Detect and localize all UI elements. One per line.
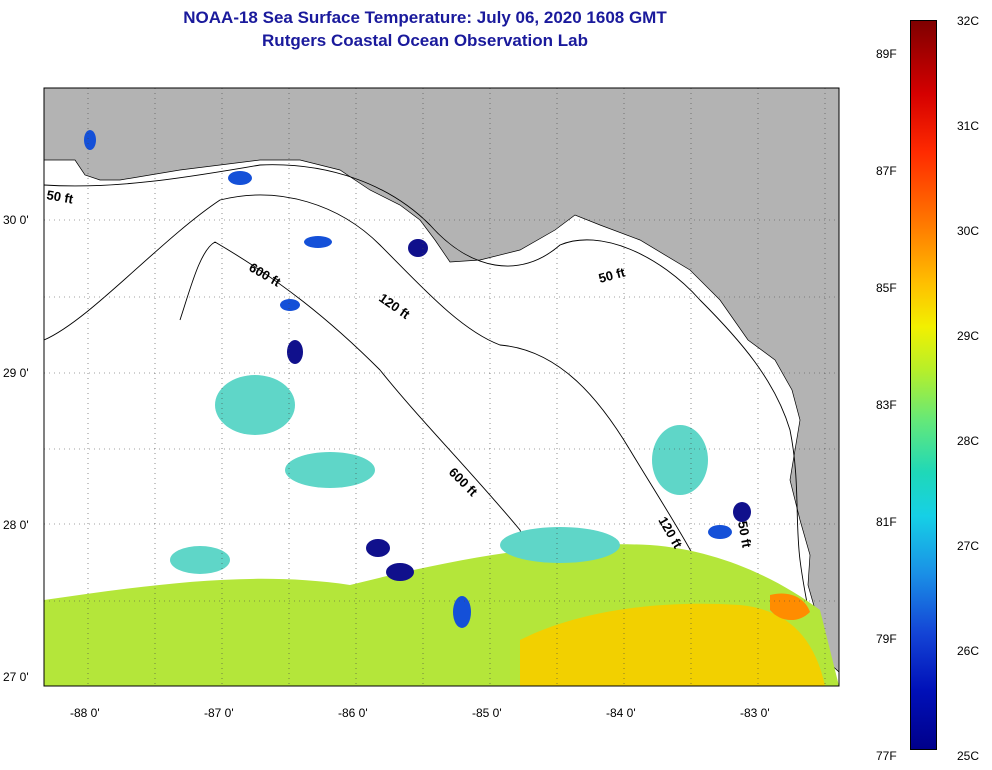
sst-cold-patch: [733, 502, 751, 522]
lat-label-29: 29 0': [3, 366, 29, 380]
sst-cold-patch: [280, 299, 300, 311]
sst-cold-patch: [366, 539, 390, 557]
contour-50ft: [44, 164, 824, 686]
contour-label-50ft-east: 50 ft: [597, 264, 627, 286]
colorbar-c-25: 25C: [957, 749, 980, 763]
colorbar-f-81: 81F: [876, 515, 897, 529]
sst-cold-patch: [386, 563, 414, 581]
sst-cold-patch: [304, 236, 332, 248]
sst-cool-patch: [285, 452, 375, 488]
sst-cool-patch: [652, 425, 708, 495]
lon-label-83: -83 0': [740, 706, 770, 720]
sst-cool-patch: [215, 375, 295, 435]
lon-label-86: -86 0': [338, 706, 368, 720]
sst-cold-patch: [228, 171, 252, 185]
colorbar-f-79: 79F: [876, 632, 897, 646]
colorbar-f-89: 89F: [876, 47, 897, 61]
sst-hot-band: [520, 603, 825, 686]
colorbar-c-29: 29C: [957, 329, 980, 343]
sst-cool-patch: [170, 546, 230, 574]
contour-label-50ft-south: 50 ft: [735, 520, 755, 550]
lon-label-84: -84 0': [606, 706, 636, 720]
map-subtitle: Rutgers Coastal Ocean Observation Lab: [262, 31, 588, 50]
colorbar-c-28: 28C: [957, 434, 980, 448]
colorbar-f-87: 87F: [876, 164, 897, 178]
lon-label-85: -85 0': [472, 706, 502, 720]
colorbar-c-31: 31C: [957, 119, 980, 133]
sst-cold-patch: [708, 525, 732, 539]
lat-label-27: 27 0': [3, 670, 29, 684]
colorbar-c-26: 26C: [957, 644, 980, 658]
map-title: NOAA-18 Sea Surface Temperature: July 06…: [183, 8, 667, 27]
lon-label-87: -87 0': [204, 706, 234, 720]
lat-label-28: 28 0': [3, 518, 29, 532]
colorbar-c-32: 32C: [957, 14, 980, 28]
colorbar-f-77: 77F: [876, 749, 897, 763]
map-frame: [43, 87, 840, 687]
sst-cold-patch: [84, 130, 96, 150]
colorbar-f-83: 83F: [876, 398, 897, 412]
lat-label-30: 30 0': [3, 213, 29, 227]
contour-label-50ft-west: 50 ft: [45, 187, 75, 207]
lon-label-88: -88 0': [70, 706, 100, 720]
colorbar-c-27: 27C: [957, 539, 980, 553]
sst-warmest-patch: [770, 593, 810, 621]
sst-cold-patch: [408, 239, 428, 257]
sst-cold-patch: [287, 340, 303, 364]
land-mass: [44, 88, 839, 673]
colorbar-c-30: 30C: [957, 224, 980, 238]
sst-cold-patch: [453, 596, 471, 628]
sst-cool-patch: [500, 527, 620, 563]
colorbar-f-85: 85F: [876, 281, 897, 295]
temperature-colorbar: [910, 20, 937, 750]
